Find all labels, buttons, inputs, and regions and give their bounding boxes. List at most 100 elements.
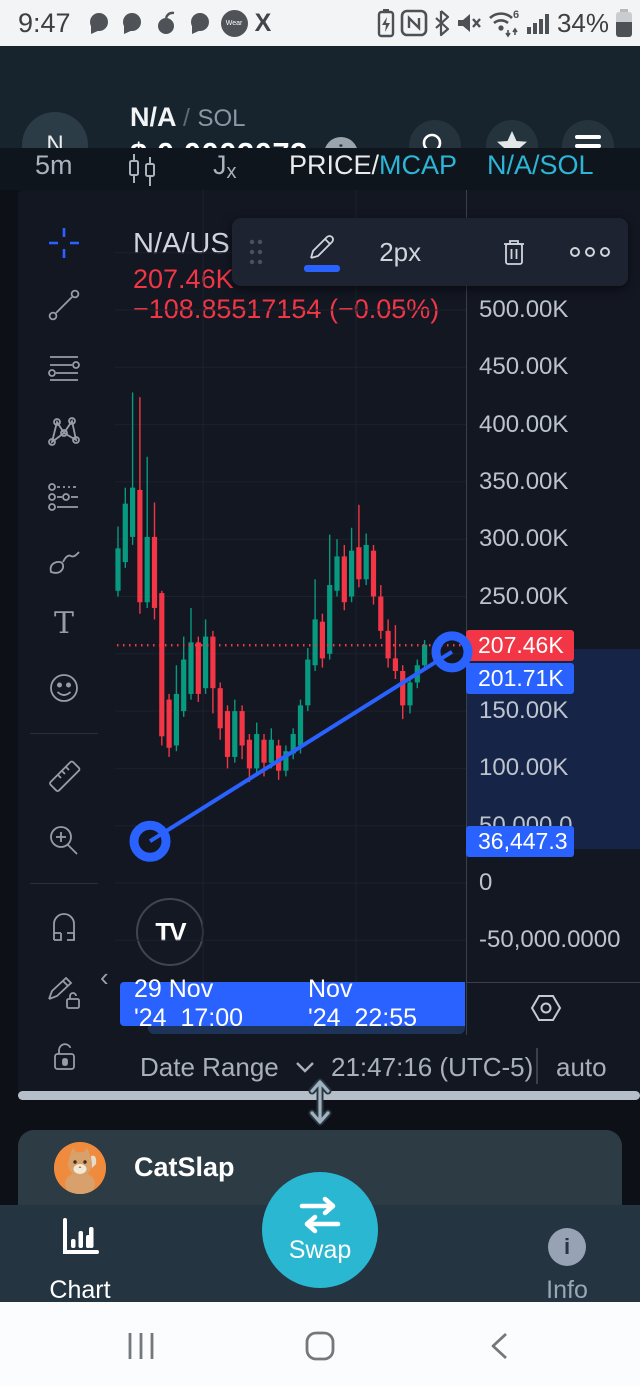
date-range-shadow [148, 1026, 465, 1034]
zoom-in-icon[interactable] [46, 822, 82, 858]
wear-os-icon: Wear [220, 9, 248, 37]
battery-percent: 34% [556, 7, 609, 38]
token-card[interactable]: CatSlap [18, 1130, 622, 1205]
home-button[interactable] [304, 1331, 336, 1361]
mute-icon [456, 9, 482, 37]
trendline-start-badge: 36,447.3 [466, 826, 574, 858]
price-mcap-toggle[interactable]: PRICE/MCAP [289, 150, 457, 181]
legend-symbol: N/A/US [133, 228, 230, 260]
floating-drawing-toolbar: 2px [232, 218, 628, 286]
interval-button[interactable]: 5m [35, 150, 73, 180]
base-symbol: N/A [130, 102, 176, 132]
back-icon [491, 1332, 507, 1360]
tab-chart[interactable] [60, 1217, 100, 1257]
trendline-end-badge: 201.71K [466, 663, 574, 695]
back-button[interactable] [488, 1331, 510, 1361]
bottom-nav: Chart Swap i Info [0, 1172, 640, 1304]
chevron-down-icon [296, 1062, 314, 1073]
emoji-icon[interactable] [46, 670, 82, 706]
date-range-button[interactable]: Date Range [140, 1052, 316, 1083]
tradingview-logo[interactable]: TV [136, 898, 204, 966]
candles-style-button[interactable] [125, 153, 159, 187]
crosshair-icon[interactable] [46, 225, 82, 261]
swap-label: Swap [288, 1235, 352, 1264]
resize-arrows-icon[interactable] [306, 1078, 334, 1126]
swap-button[interactable]: Swap [262, 1172, 378, 1288]
y-axis-tick: 450.00K [479, 353, 569, 381]
toolbar-divider [30, 883, 98, 884]
info-tab-label[interactable]: Info [546, 1276, 588, 1304]
color-pencil-button[interactable] [303, 233, 340, 272]
chat-bubble-icon [187, 10, 214, 37]
recents-button[interactable] [126, 1332, 158, 1360]
y-axis-tick: 250.00K [479, 582, 569, 610]
price-axis[interactable]: 500.00K 450.00K 400.00K 350.00K 300.00K 250.0… [466, 190, 640, 1035]
last-price-badge: 207.46K [466, 630, 574, 662]
candles-icon [125, 153, 159, 187]
clock-timezone-button[interactable]: 21:47:16 (UTC-5) [331, 1052, 534, 1082]
range-start: 29 Nov '24 17:00 [134, 975, 244, 1032]
panel-resize-handle[interactable] [18, 1091, 640, 1100]
indicators-j: J [213, 150, 227, 180]
app-header: N N/A / SOL $ 0.0002073 i [0, 46, 640, 178]
magnet-icon[interactable] [46, 909, 82, 945]
trend-line-icon[interactable] [46, 287, 82, 323]
svg-text:6: 6 [513, 9, 519, 21]
settings-hexagon-icon [528, 992, 564, 1024]
y-axis-tick: 150.00K [479, 697, 569, 725]
symbol-divider: / [183, 104, 190, 132]
mcap-mode-label: MCAP [379, 150, 458, 180]
lock-all-icon[interactable] [46, 1039, 82, 1075]
pair-mode-toggle[interactable]: N/A/SOL [487, 150, 594, 180]
drag-handle-icon[interactable] [248, 237, 264, 267]
time-axis-separator [466, 982, 640, 983]
text-tool-icon[interactable]: T [46, 605, 82, 641]
line-width-value[interactable]: 2px [379, 236, 422, 267]
long-position-icon[interactable] [46, 479, 82, 515]
chat-bubble-icon [85, 10, 112, 37]
candlestick-chart[interactable] [115, 190, 473, 985]
recents-icon [128, 1333, 154, 1359]
fruit-app-icon [153, 10, 180, 37]
info-tab-icon[interactable]: i [548, 1228, 586, 1266]
status-bar: 9:47 Wear X 6 34% [0, 0, 640, 46]
more-options-icon[interactable] [568, 245, 612, 259]
range-end: Nov '24 22:55 [308, 975, 418, 1032]
date-range-highlight[interactable]: 29 Nov '24 17:00 Nov '24 22:55 [120, 975, 465, 1032]
home-icon [305, 1331, 335, 1361]
drawing-lock-icon[interactable] [46, 974, 82, 1010]
price-mode-label: PRICE/ [289, 150, 380, 180]
y-axis-tick: -50,000.0000 [479, 926, 621, 954]
y-axis-tick: 400.00K [479, 410, 569, 438]
pencil-icon [308, 233, 336, 261]
y-axis-tick: 500.00K [479, 296, 569, 323]
auto-scale-button[interactable]: auto [556, 1052, 607, 1082]
clock: 9:47 [18, 7, 71, 38]
delete-drawing-button[interactable] [500, 237, 528, 267]
token-name: CatSlap [134, 1152, 235, 1182]
y-axis-tick: 0 [479, 869, 493, 896]
svg-text:T: T [54, 606, 74, 641]
chart-toolbar: 5m Jx PRICE/MCAP N/A/SOL [0, 148, 640, 190]
x-app-icon: X [254, 8, 272, 37]
pair-title[interactable]: N/A / SOL [130, 102, 246, 133]
y-axis-tick: 100.00K [479, 754, 569, 782]
indicators-button[interactable]: Jx [213, 150, 237, 184]
chart-tab-label[interactable]: Chart [49, 1276, 111, 1304]
android-navigation-bar [0, 1302, 640, 1386]
ruler-icon[interactable] [46, 759, 82, 795]
quote-symbol: SOL [197, 105, 246, 132]
xabcd-pattern-icon[interactable] [46, 414, 82, 450]
bottom-bar-divider [536, 1048, 538, 1084]
battery-icon [614, 7, 634, 39]
cat-image [54, 1142, 106, 1194]
scroll-left-chevron-icon[interactable]: ‹ [100, 962, 109, 992]
brush-icon[interactable] [46, 542, 82, 578]
tradingview-logo-text: TV [155, 916, 186, 947]
y-axis-tick: 300.00K [479, 525, 569, 553]
y-axis-tick: 350.00K [479, 467, 569, 495]
indicators-x: x [226, 161, 237, 183]
legend-change: −108.85517154 (−0.05%) [133, 294, 440, 324]
axis-settings-button[interactable] [528, 992, 564, 1024]
horizontal-lines-icon[interactable] [46, 350, 82, 386]
